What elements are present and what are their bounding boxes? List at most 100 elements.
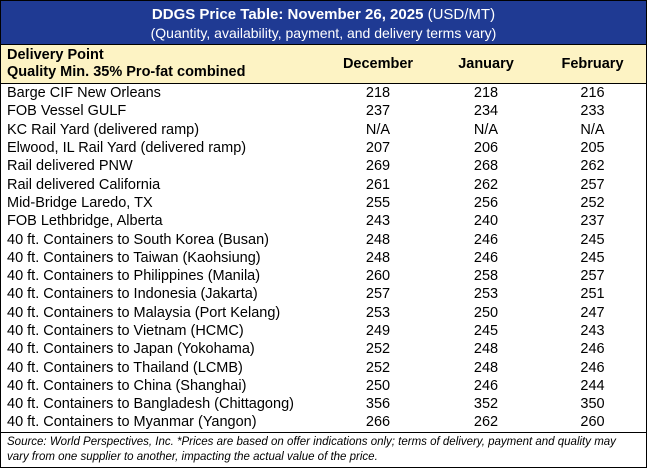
january-price-cell: 262	[473, 414, 499, 431]
february-price-cell: 251	[580, 286, 605, 303]
december-price-cell: 257	[365, 286, 391, 303]
january-price-cell: 246	[473, 231, 499, 248]
quality-label: Quality Min. 35% Pro-fat combined	[7, 64, 246, 80]
december-price-cell: 253	[365, 304, 391, 321]
delivery-point-cell: 40 ft. Containers to China (Shanghai)	[7, 377, 247, 394]
january-price-cell: 268	[473, 158, 499, 175]
february-price-cell: 350	[580, 396, 605, 413]
table-row: 40 ft. Containers to Malaysia (Port Kela…	[1, 304, 646, 322]
table-row: KC Rail Yard (delivered ramp) N/A N/A N/A	[1, 121, 646, 139]
table-row: 40 ft. Containers to South Korea (Busan)…	[1, 230, 646, 248]
table-row: FOB Vessel GULF 237 234 233	[1, 102, 646, 120]
table-row: 40 ft. Containers to Vietnam (HCMC) 249 24…	[1, 322, 646, 340]
column-header-december: December	[323, 45, 433, 84]
column-header-february: February	[539, 45, 646, 84]
delivery-point-cell: Rail delivered California	[7, 176, 161, 193]
table-row: 40 ft. Containers to Myanmar (Yangon) 266…	[1, 413, 646, 431]
delivery-point-cell: 40 ft. Containers to Bangladesh (Chittag…	[7, 396, 294, 413]
page-subtitle: (Quantity, availability, payment, and de…	[150, 25, 497, 41]
december-price-cell: 249	[365, 323, 391, 339]
table-row: FOB Lethbridge, Alberta 243 240 237	[1, 212, 646, 230]
delivery-point-cell: Rail delivered PNW	[7, 158, 133, 175]
december-price-cell: 207	[365, 140, 391, 157]
title-main: DDGS Price Table: November 26, 2025	[151, 6, 424, 23]
delivery-point-cell: 40 ft. Containers to Myanmar (Yangon)	[7, 414, 257, 431]
delivery-point-cell: 40 ft. Containers to Thailand (LCMB)	[7, 359, 243, 376]
february-price-cell: 243	[580, 323, 605, 339]
january-price-cell: 253	[473, 286, 499, 303]
january-price-cell: 248	[473, 359, 499, 376]
table-row: 40 ft. Containers to Indonesia (Jakarta)…	[1, 285, 646, 303]
column-header-delivery-point: Delivery Point Quality Min. 35% Pro-fat …	[1, 45, 323, 84]
december-price-cell: N/A	[365, 121, 391, 138]
december-price-cell: 269	[365, 158, 391, 175]
delivery-point-cell: KC Rail Yard (delivered ramp)	[7, 121, 200, 138]
december-price-cell: 248	[365, 249, 391, 266]
january-price-cell: 245	[473, 323, 499, 339]
february-price-cell: 262	[580, 158, 605, 175]
february-price-cell: 245	[580, 249, 605, 266]
december-price-cell: 261	[365, 176, 391, 193]
page-title: DDGS Price Table: November 26, 2025 (USD…	[1, 6, 646, 24]
delivery-point-cell: Elwood, IL Rail Yard (delivered ramp)	[7, 140, 247, 157]
december-price-cell: 237	[365, 103, 391, 120]
table-row: 40 ft. Containers to Philippines (Manila…	[1, 267, 646, 285]
january-price-cell: 352	[473, 396, 499, 413]
february-price-cell: 216	[580, 85, 605, 102]
february-price-cell: 205	[580, 140, 605, 157]
source-footnote: Source: World Perspectives, Inc. *Prices…	[1, 431, 646, 465]
december-price-cell: 356	[365, 396, 391, 413]
february-price-cell: 252	[580, 194, 605, 211]
delivery-point-cell: FOB Vessel GULF	[7, 103, 127, 120]
december-price-cell: 266	[365, 414, 391, 431]
january-price-cell: 262	[473, 176, 499, 193]
table-body: Barge CIF New Orleans 218 218 216 FOB Vessel…	[1, 84, 646, 432]
delivery-point-cell: 40 ft. Containers to Taiwan (Kaohsiung)	[7, 249, 261, 266]
table-row: Mid-Bridge Laredo, TX 255 256 252	[1, 194, 646, 212]
table-row: Rail delivered PNW 269 268 262	[1, 157, 646, 175]
delivery-point-cell: 40 ft. Containers to Japan (Yokohama)	[7, 341, 255, 358]
title-banner: DDGS Price Table: November 26, 2025 (USD…	[1, 1, 646, 45]
delivery-point-cell: Barge CIF New Orleans	[7, 85, 161, 102]
december-price-cell: 250	[365, 377, 391, 394]
table-row: 40 ft. Containers to Taiwan (Kaohsiung) 2…	[1, 249, 646, 267]
december-price-cell: 243	[365, 213, 391, 230]
january-price-cell: 218	[473, 85, 499, 102]
january-price-cell: 248	[473, 341, 499, 358]
january-price-cell: 246	[473, 249, 499, 266]
january-price-cell: 250	[473, 304, 499, 321]
table-header-row: Delivery Point Quality Min. 35% Pro-fat …	[1, 45, 646, 84]
december-price-cell: 252	[365, 341, 391, 358]
january-price-cell: 246	[473, 377, 499, 394]
table-row: Barge CIF New Orleans 218 218 216	[1, 84, 646, 103]
december-price-cell: 252	[365, 359, 391, 376]
delivery-point-cell: 40 ft. Containers to Malaysia (Port Kela…	[7, 304, 281, 321]
table-row: 40 ft. Containers to China (Shanghai) 250…	[1, 377, 646, 395]
table-row: 40 ft. Containers to Thailand (LCMB) 252 2…	[1, 358, 646, 376]
february-price-cell: 246	[580, 341, 605, 358]
table-row: 40 ft. Containers to Bangladesh (Chittag…	[1, 395, 646, 413]
january-price-cell: 240	[473, 213, 499, 230]
title-units: (USD/MT)	[427, 6, 496, 23]
december-price-cell: 218	[365, 85, 391, 102]
table-row: Rail delivered California 261 262 257	[1, 175, 646, 193]
february-price-cell: 237	[580, 213, 605, 230]
december-price-cell: 260	[365, 268, 391, 285]
column-header-january: January	[433, 45, 539, 84]
delivery-point-cell: 40 ft. Containers to Philippines (Manila…	[7, 268, 261, 285]
table-row: 40 ft. Containers to Japan (Yokohama) 252…	[1, 340, 646, 358]
delivery-point-cell: 40 ft. Containers to Indonesia (Jakarta)	[7, 286, 258, 303]
table-row: Elwood, IL Rail Yard (delivered ramp) 207…	[1, 139, 646, 157]
february-price-cell: N/A	[580, 121, 605, 138]
january-price-cell: 206	[473, 140, 499, 157]
price-table: Delivery Point Quality Min. 35% Pro-fat …	[1, 45, 646, 432]
january-price-cell: 258	[473, 268, 499, 285]
january-price-cell: 234	[473, 103, 499, 120]
february-price-cell: 244	[580, 377, 605, 394]
february-price-cell: 247	[580, 304, 605, 321]
delivery-point-cell: Mid-Bridge Laredo, TX	[7, 194, 153, 211]
january-price-cell: 256	[473, 194, 499, 211]
delivery-point-cell: FOB Lethbridge, Alberta	[7, 213, 163, 230]
february-price-cell: 260	[580, 414, 605, 431]
